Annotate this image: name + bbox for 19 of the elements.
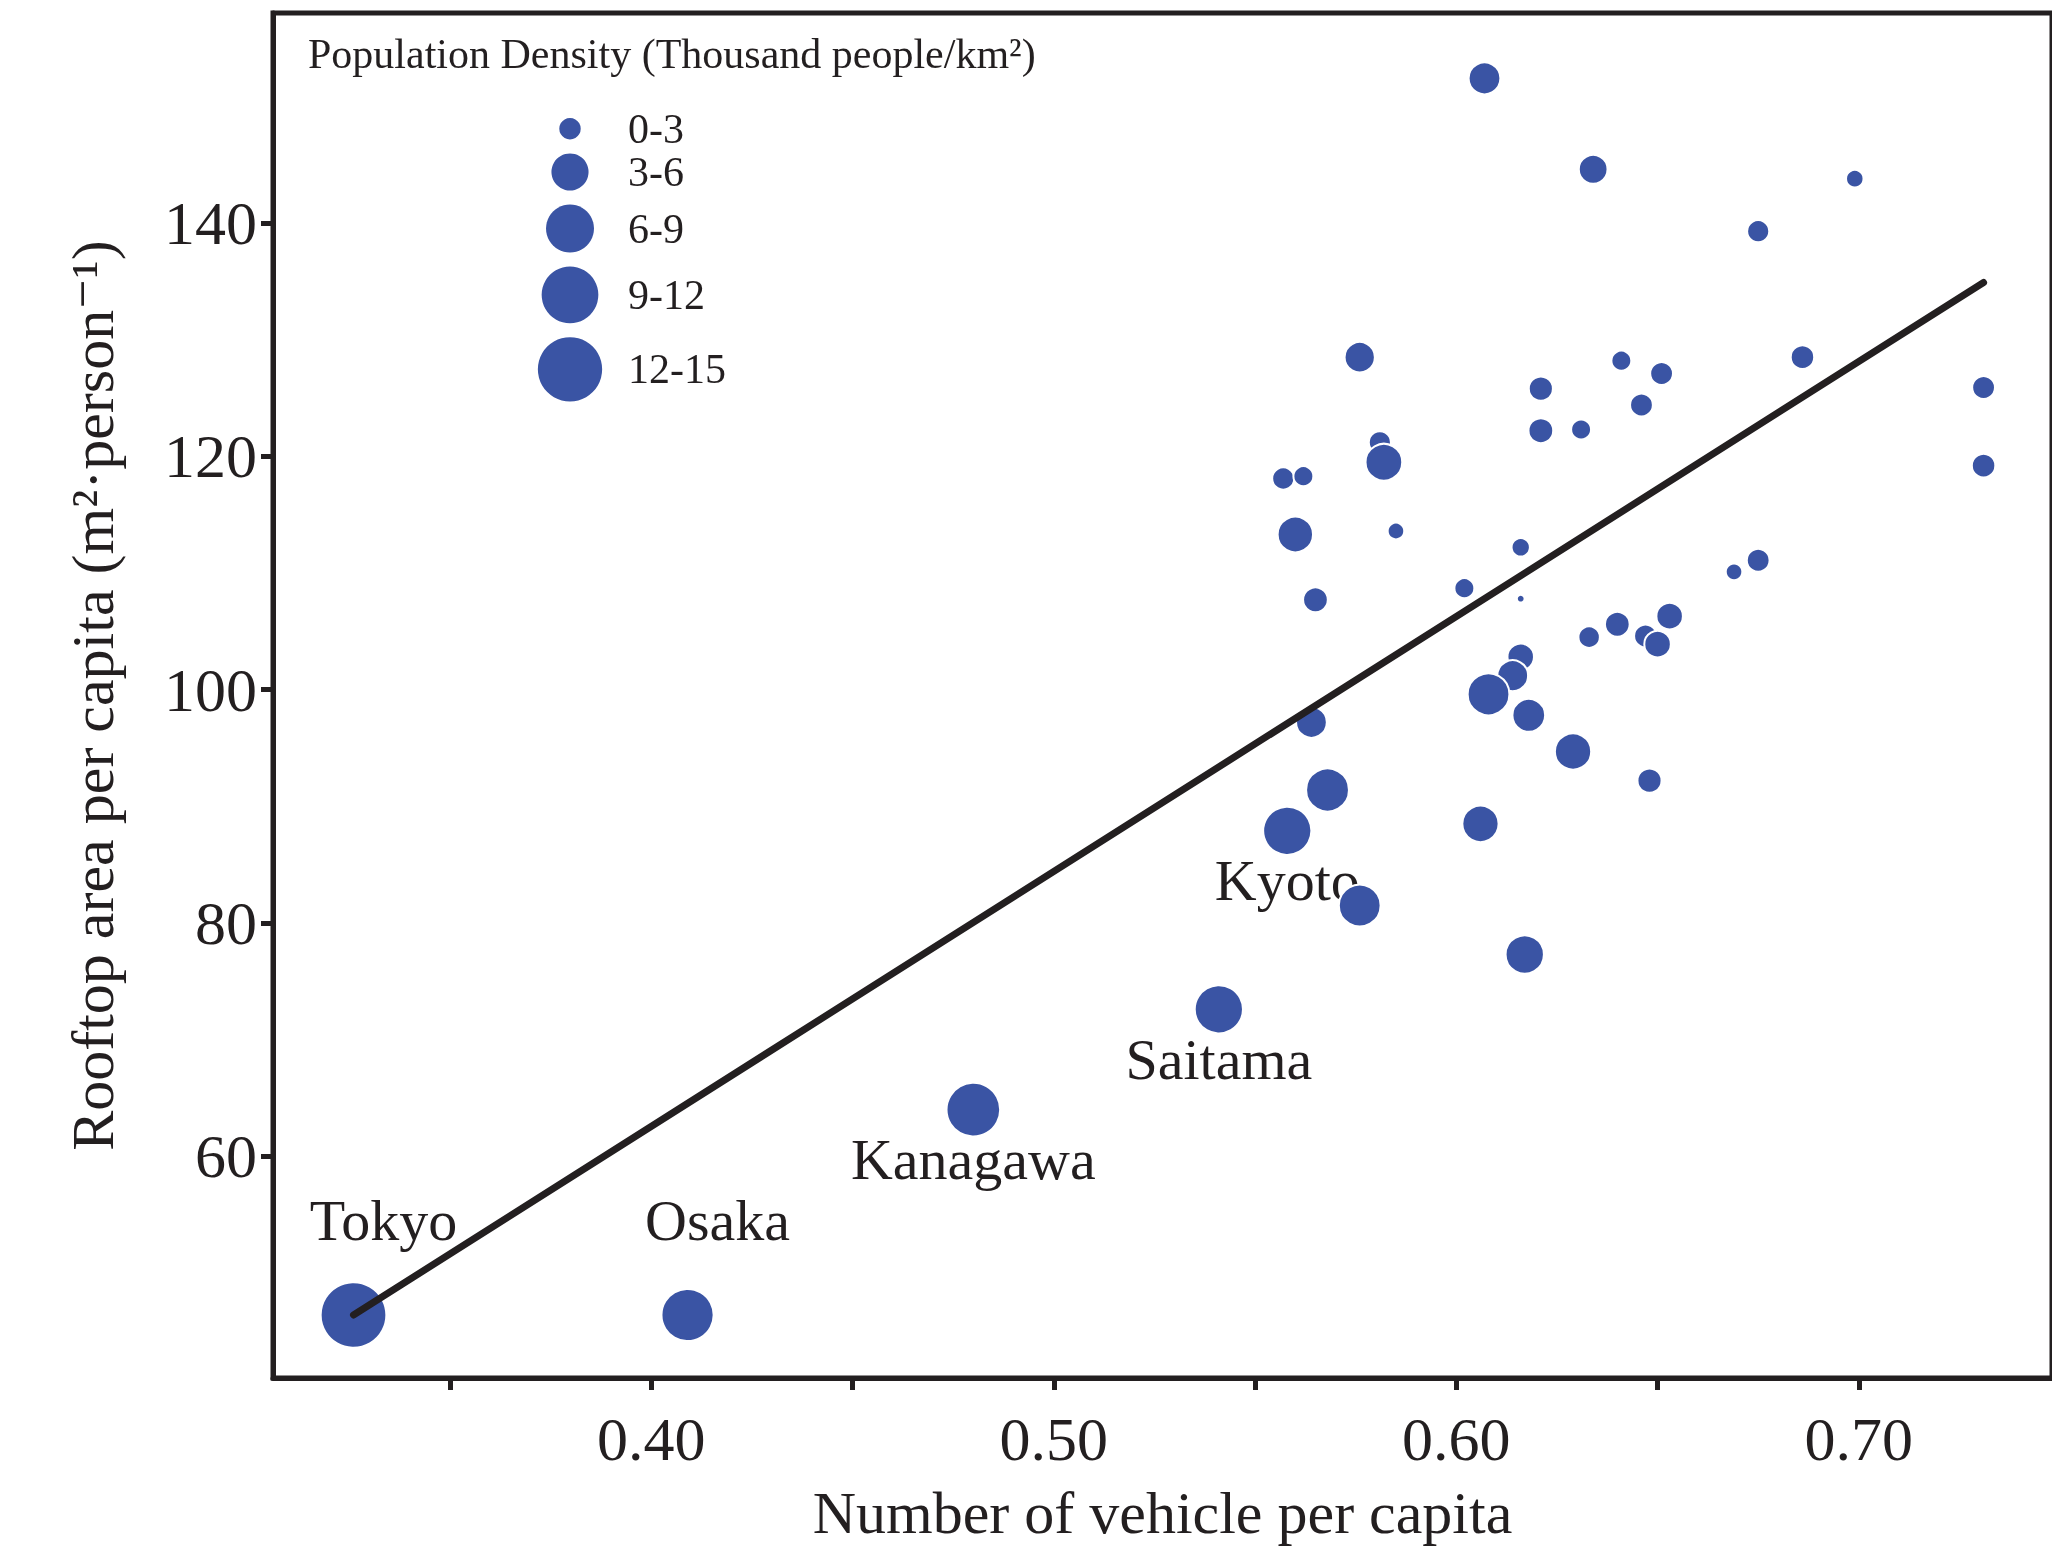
y-tick-label: 60 [195, 1122, 257, 1191]
annotation: Tokyo [309, 1187, 458, 1253]
legend-label: 6-9 [628, 205, 684, 252]
annotation: Osaka [645, 1187, 791, 1253]
x-tick-label: 0.70 [1804, 1405, 1914, 1473]
legend-title: Population Density (Thousand people/km²) [308, 31, 1036, 78]
x-tick-label: 0.60 [1402, 1405, 1511, 1473]
y-tick-label: 80 [195, 889, 257, 957]
y-tick-label: 120 [164, 422, 257, 491]
annotation: Kanagawa [850, 1127, 1096, 1193]
x-tick-label: 0.50 [999, 1405, 1109, 1473]
legend-label: 12-15 [628, 346, 726, 393]
y-tick-label: 140 [164, 189, 257, 257]
annotation: Saitama [1125, 1026, 1313, 1092]
legend-label: 9-12 [628, 271, 705, 318]
y-axis-title: Rooftop area per capita (m²·person⁻¹) [60, 240, 126, 1151]
x-axis-title: Number of vehicle per capita [812, 1480, 1513, 1546]
x-tick-label: 0.40 [597, 1405, 706, 1473]
y-tick-label: 100 [164, 655, 257, 724]
